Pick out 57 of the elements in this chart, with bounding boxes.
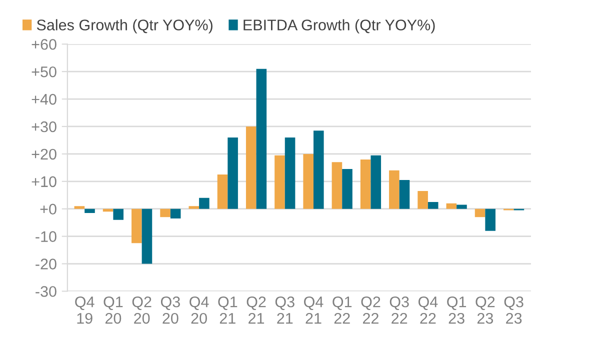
y-tick-label: +20 xyxy=(32,148,56,160)
bar xyxy=(142,208,152,264)
y-tick-label: -20 xyxy=(36,258,56,270)
x-tick-label: Q1 20 xyxy=(104,296,123,324)
bar xyxy=(446,203,457,209)
x-tick-label: Q2 23 xyxy=(476,296,495,324)
x-tick-label: Q1 22 xyxy=(332,296,352,324)
x-tick-label: Q4 19 xyxy=(75,296,94,324)
x-tick-label: Q4 21 xyxy=(304,296,324,324)
x-tick-label: Q4 22 xyxy=(418,296,438,324)
bar xyxy=(284,137,296,209)
x-tick-label: Q3 20 xyxy=(160,296,180,324)
y-tick-label: +50 xyxy=(32,66,56,78)
y-tick-label: +30 xyxy=(32,121,56,132)
x-tick-label: Q1 23 xyxy=(447,296,466,324)
y-tick-label: -30 xyxy=(36,286,56,297)
x-tick-label: Q3 22 xyxy=(390,296,409,324)
bar xyxy=(113,208,124,220)
bar xyxy=(418,191,428,209)
bar xyxy=(314,130,324,209)
bar xyxy=(428,202,438,209)
legend-label: EBITDA Growth (Qtr YOY%) xyxy=(244,19,435,34)
bar xyxy=(132,208,142,244)
bar xyxy=(399,180,410,209)
bar xyxy=(342,169,352,209)
x-tick-label: Q3 21 xyxy=(275,296,294,324)
y-tick-label: +40 xyxy=(32,94,56,105)
x-tick-label: Q2 20 xyxy=(132,296,152,324)
bar xyxy=(217,174,228,209)
bar xyxy=(256,68,267,209)
y-tick-label: +10 xyxy=(32,176,56,188)
x-tick-label: Q4 20 xyxy=(190,296,209,324)
bar xyxy=(274,155,285,209)
y-tick-label: +0 xyxy=(40,204,56,215)
bar xyxy=(332,162,342,209)
bar xyxy=(199,198,210,209)
bar xyxy=(360,159,371,209)
x-tick-label: Q3 23 xyxy=(504,296,524,324)
bar xyxy=(303,154,314,209)
bar xyxy=(389,170,400,209)
legend-label: Sales Growth (Qtr YOY%) xyxy=(36,19,212,34)
x-tick-label: Q2 22 xyxy=(361,296,380,324)
bar xyxy=(246,126,256,209)
bar xyxy=(370,155,382,209)
bar xyxy=(74,206,85,209)
bar xyxy=(485,208,496,231)
bar xyxy=(456,204,467,209)
y-tick-label: +60 xyxy=(32,38,56,50)
y-tick-label: -10 xyxy=(36,231,56,242)
x-tick-label: Q1 21 xyxy=(218,296,238,324)
bar xyxy=(170,208,181,218)
bar xyxy=(474,208,486,218)
bar xyxy=(188,206,200,209)
x-tick-label: Q2 21 xyxy=(246,296,266,324)
bar xyxy=(160,208,170,218)
bar xyxy=(84,208,95,213)
bar xyxy=(228,137,238,209)
